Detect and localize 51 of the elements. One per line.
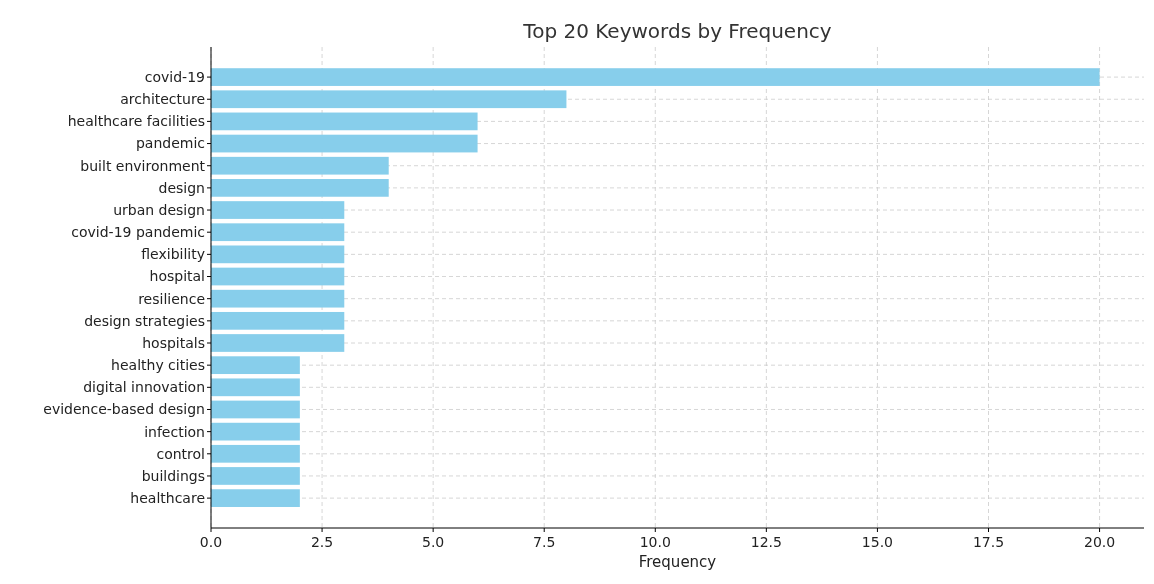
- y-tick-label: pandemic: [135, 135, 205, 152]
- bar: [211, 400, 300, 419]
- x-tick-label: 15.0: [861, 534, 894, 550]
- x-tick-label: 5.0: [422, 534, 445, 550]
- bar: [211, 356, 300, 375]
- x-tick-label: 17.5: [972, 534, 1005, 550]
- bar: [211, 201, 345, 219]
- y-tick-label: architecture: [120, 91, 205, 108]
- bar: [211, 267, 345, 286]
- y-tick-label: healthcare facilities: [67, 113, 205, 130]
- bar: [211, 489, 300, 507]
- y-tick-label: resilience: [138, 290, 205, 307]
- bar: [211, 467, 300, 485]
- y-tick-label: digital innovation: [83, 379, 205, 396]
- y-tick-label: built environment: [80, 157, 206, 174]
- y-tick-label: design: [158, 179, 205, 196]
- chart-title: Top 20 Keywords by Frequency: [522, 19, 832, 43]
- bar: [211, 334, 345, 352]
- bar: [211, 245, 345, 264]
- y-tick-label: urban design: [113, 201, 205, 218]
- x-tick-label: 12.5: [750, 534, 782, 550]
- x-tick-label: 20.0: [1083, 534, 1116, 550]
- bar: [211, 223, 345, 242]
- bar: [211, 422, 300, 441]
- bar: [211, 68, 1100, 86]
- x-tick-label: 7.5: [533, 534, 556, 550]
- bar: [211, 311, 345, 330]
- bar: [211, 156, 389, 175]
- y-tick-label: infection: [144, 423, 205, 440]
- bar: [211, 112, 478, 131]
- y-tick-label: covid-19: [144, 68, 205, 85]
- bar: [211, 90, 567, 109]
- bar: [211, 289, 345, 308]
- bar: [211, 444, 300, 463]
- x-tick-label: 2.5: [310, 534, 334, 550]
- y-tick-label: buildings: [141, 467, 205, 484]
- bar: [211, 134, 478, 153]
- y-tick-label: healthy cities: [111, 357, 205, 374]
- x-axis-title: Frequency: [638, 553, 717, 571]
- y-tick-label: covid-19 pandemic: [71, 224, 205, 241]
- bar: [211, 179, 389, 197]
- x-tick-label: 10.0: [639, 534, 671, 550]
- bar: [211, 378, 300, 397]
- y-tick-label: healthcare: [130, 490, 205, 507]
- y-tick-label: hospital: [149, 268, 205, 285]
- y-tick-label: hospitals: [142, 334, 205, 351]
- y-tick-label: evidence-based design: [43, 401, 205, 418]
- y-tick-label: design strategies: [84, 312, 205, 329]
- y-tick-label: flexibility: [141, 246, 205, 263]
- x-tick-label: 0.0: [199, 534, 223, 550]
- y-tick-label: control: [156, 445, 205, 462]
